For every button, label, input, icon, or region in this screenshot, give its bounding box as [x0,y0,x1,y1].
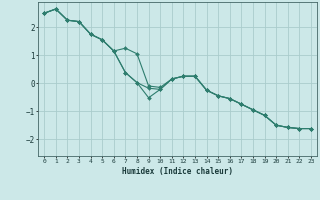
X-axis label: Humidex (Indice chaleur): Humidex (Indice chaleur) [122,167,233,176]
